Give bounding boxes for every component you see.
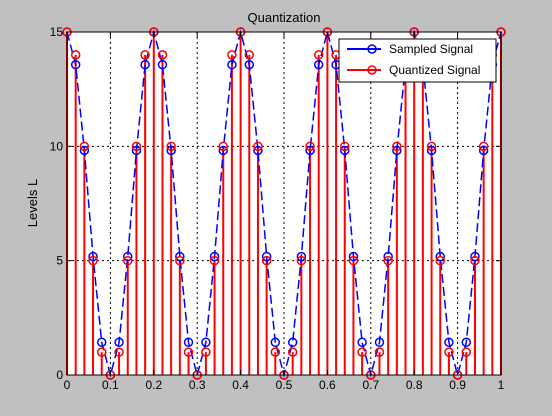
quantized-point	[96, 347, 107, 357]
x-tick-label: 0.2	[145, 378, 162, 392]
x-tick-label: 0.9	[449, 378, 466, 392]
quantized-point	[157, 50, 168, 60]
sampled-point	[201, 337, 211, 348]
sampled-point	[140, 59, 150, 70]
y-tick-label: 10	[50, 139, 64, 153]
sampled-point	[444, 337, 454, 348]
quantized-point	[435, 255, 445, 266]
quantized-point	[392, 141, 402, 152]
sampled-point	[313, 59, 324, 70]
quantized-point	[374, 347, 385, 357]
quantized-point	[270, 347, 281, 357]
legend-quantized-marker	[367, 65, 377, 75]
quantized-point	[253, 141, 263, 152]
sampled-point	[340, 145, 350, 156]
quantized-point	[140, 50, 150, 60]
sampled-point	[218, 145, 228, 156]
quantized-point	[79, 141, 90, 152]
sampled-point	[227, 59, 237, 70]
quantized-point	[348, 255, 359, 266]
quantized-point	[287, 347, 298, 357]
quantized-point	[478, 141, 489, 152]
x-tick-label: 0.3	[189, 378, 206, 392]
quantized-point	[175, 255, 185, 266]
sampled-point	[183, 337, 194, 348]
sampled-point	[175, 251, 185, 262]
sampled-point	[209, 251, 220, 262]
sampled-point	[426, 145, 437, 156]
x-tick-label: 0.7	[362, 378, 379, 392]
quantized-point	[209, 255, 220, 266]
sampled-point	[461, 337, 472, 348]
sampled-point	[392, 145, 402, 156]
x-tick-label: 0	[64, 378, 71, 392]
quantized-point	[131, 141, 142, 152]
quantized-point	[218, 141, 228, 152]
y-tick-label: 0	[56, 368, 63, 382]
quantized-point	[88, 255, 98, 266]
sampled-point	[270, 337, 281, 348]
x-tick-label: 0.5	[276, 378, 293, 392]
quantized-point	[296, 255, 307, 266]
sampled-point	[244, 59, 255, 70]
legend-sampled-marker	[367, 44, 377, 54]
sampled-point	[166, 145, 176, 156]
sampled-point	[287, 337, 298, 348]
sampled-point	[253, 145, 263, 156]
quantized-point	[70, 50, 81, 60]
quantized-point	[166, 141, 176, 152]
quantized-point	[261, 255, 272, 266]
sampled-point	[348, 251, 359, 262]
sampled-point	[79, 145, 90, 156]
sampled-point	[357, 337, 367, 348]
quantized-point	[444, 347, 454, 357]
x-tick-label: 0.8	[406, 378, 423, 392]
sampled-point	[296, 251, 307, 262]
quantized-point	[201, 347, 211, 357]
quantized-point	[470, 255, 480, 266]
sampled-point	[70, 59, 81, 70]
sampled-point	[470, 251, 480, 262]
x-tick-label: 1	[498, 378, 505, 392]
quantized-point	[244, 50, 255, 60]
quantized-point	[340, 141, 350, 152]
quantized-point	[357, 347, 367, 357]
sampled-point	[305, 145, 315, 156]
sampled-point	[131, 145, 142, 156]
sampled-point	[374, 337, 385, 348]
chart-title: Quantization	[248, 10, 321, 25]
x-tick-label: 0.4	[232, 378, 249, 392]
legend-sampled-label: Sampled Signal	[389, 42, 473, 56]
x-tick-label: 0.6	[319, 378, 336, 392]
quantized-point	[183, 347, 194, 357]
quantized-point	[383, 255, 393, 266]
y-tick-label: 5	[56, 254, 63, 268]
quantized-point	[313, 50, 324, 60]
sampled-point	[96, 337, 107, 348]
sampled-point	[157, 59, 168, 70]
sampled-point	[261, 251, 272, 262]
quantized-point	[123, 255, 133, 266]
quantized-point	[227, 50, 237, 60]
sampled-point	[114, 337, 124, 348]
quantized-point	[426, 141, 437, 152]
sampled-point	[88, 251, 98, 262]
sampled-point	[478, 145, 489, 156]
legend-quantized-label: Quantized Signal	[389, 63, 480, 77]
legend: Sampled Signal Quantized Signal	[338, 38, 497, 83]
quantized-point	[114, 347, 124, 357]
x-tick-label: 0.1	[102, 378, 119, 392]
sampled-point	[383, 251, 393, 262]
quantized-point	[461, 347, 472, 357]
quantized-point	[305, 141, 315, 152]
y-tick-label: 15	[50, 25, 64, 39]
y-axis-label: Levels L	[25, 179, 40, 227]
sampled-point	[123, 251, 133, 262]
legend-box	[338, 38, 497, 83]
sampled-point	[435, 251, 445, 262]
